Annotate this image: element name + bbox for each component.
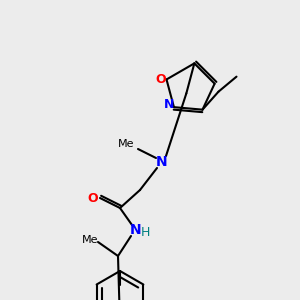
Text: H: H	[140, 226, 150, 238]
Text: N: N	[164, 98, 174, 111]
Text: O: O	[88, 191, 98, 205]
Text: N: N	[130, 223, 142, 237]
Text: N: N	[156, 155, 168, 169]
Text: Me: Me	[82, 235, 98, 245]
Text: Me: Me	[118, 139, 134, 149]
Text: O: O	[155, 73, 166, 86]
